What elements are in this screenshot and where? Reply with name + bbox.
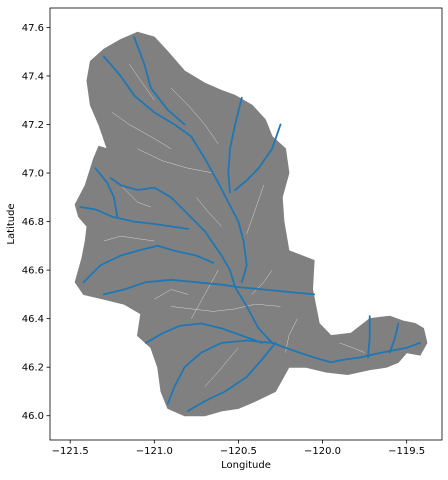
x-axis-label: Longitude [221, 460, 271, 471]
y-tick-label: 47.2 [22, 120, 44, 131]
major-river [367, 315, 371, 359]
y-tick-label: 46.4 [22, 314, 44, 325]
minor-stream [154, 289, 189, 300]
minor-stream [196, 197, 222, 227]
minor-stream [191, 269, 219, 319]
major-river [234, 123, 282, 191]
minor-stream [204, 347, 239, 387]
major-river [102, 55, 248, 284]
y-tick-label: 46.2 [22, 363, 44, 374]
x-axis: −121.5 −121.0 −120.5 −120.0 −119.5 [52, 440, 425, 457]
basin-area [74, 31, 428, 417]
major-river [133, 36, 186, 126]
y-axis: 46.0 46.2 46.4 46.6 46.8 47.0 47.2 47.4 47.6 [22, 23, 50, 422]
x-tick-label: −121.0 [136, 446, 173, 457]
y-tick-label: 46.8 [22, 217, 44, 228]
minor-stream [251, 269, 273, 295]
major-river [227, 96, 243, 194]
x-tick-label: −120.5 [220, 446, 257, 457]
major-river [187, 341, 277, 412]
minor-stream [170, 87, 219, 145]
major-river [166, 339, 274, 405]
minor-stream [339, 342, 365, 353]
x-tick-label: −120.0 [304, 446, 341, 457]
y-tick-label: 47.4 [22, 71, 44, 82]
major-river [109, 176, 422, 364]
minor-stream [112, 112, 172, 150]
plot-area [74, 31, 428, 417]
y-tick-label: 47.6 [22, 23, 44, 34]
minor-stream [137, 148, 214, 174]
minor-stream [246, 185, 264, 234]
x-tick-label: −119.5 [388, 446, 425, 457]
major-river [144, 322, 263, 344]
major-river [388, 322, 400, 354]
minor-stream [120, 185, 151, 208]
major-river [94, 167, 119, 218]
minor-stream [171, 303, 281, 312]
y-tick-label: 47.0 [22, 169, 44, 180]
x-tick-label: −121.5 [52, 446, 89, 457]
minor-stream [128, 63, 155, 101]
y-axis-label: Latitude [6, 203, 17, 244]
y-tick-label: 46.0 [22, 411, 44, 422]
major-river [102, 278, 316, 296]
minor-stream [103, 235, 155, 242]
minor-stream [285, 318, 298, 353]
major-river [82, 244, 215, 284]
major-river [79, 206, 189, 230]
y-tick-label: 46.6 [22, 266, 44, 277]
axes-frame [49, 7, 443, 441]
